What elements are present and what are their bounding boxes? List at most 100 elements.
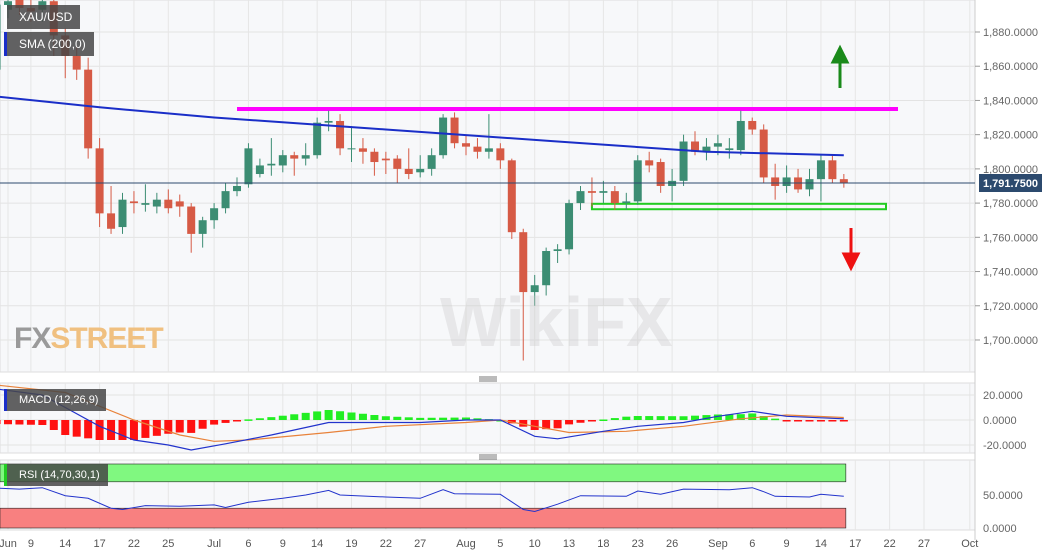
candle — [839, 174, 848, 188]
candle — [816, 155, 825, 202]
sma-label: SMA (200,0) — [4, 32, 94, 56]
candle — [0, 4, 1, 70]
candle-body — [141, 203, 150, 205]
candle-body — [187, 206, 196, 234]
candle-body — [633, 160, 642, 202]
candle-body — [702, 146, 711, 152]
macd-histogram-bar — [725, 414, 734, 420]
candle — [473, 138, 482, 159]
candle — [542, 247, 551, 296]
candle-body — [725, 148, 734, 151]
macd-histogram-bar — [301, 412, 310, 420]
symbol-label: XAU/USD — [4, 5, 81, 29]
macd-tick-label: -20.0000 — [983, 440, 1026, 452]
candle-body — [267, 163, 276, 166]
last-price-tag — [979, 173, 1042, 192]
macd-histogram-bar — [84, 420, 93, 439]
candle-body — [129, 201, 138, 204]
candle-body — [496, 148, 505, 161]
candle-body — [233, 185, 241, 192]
macd-histogram-bar — [255, 418, 264, 420]
candle-body — [622, 201, 631, 204]
date-tick-label: 17 — [849, 538, 861, 550]
candle — [84, 57, 93, 159]
macd-histogram-bar — [393, 416, 402, 420]
candle-body — [576, 191, 585, 204]
rsi-tick-label: 50.0000 — [983, 490, 1023, 502]
rsi-line — [0, 487, 844, 513]
candle-body — [587, 191, 596, 193]
date-tick-label: 13 — [563, 538, 575, 550]
arrow-up-icon — [830, 44, 850, 88]
macd-histogram-bar — [668, 416, 677, 420]
macd-tick-label: 0.0000 — [983, 415, 1017, 427]
macd-histogram-bar — [633, 416, 642, 420]
price-tick-label: 1,840.0000 — [983, 95, 1038, 107]
candle — [622, 192, 631, 210]
date-tick-label: 22 — [380, 538, 392, 550]
candle — [633, 155, 642, 205]
candle-body — [748, 120, 757, 130]
candle-body — [828, 160, 837, 180]
candle-body — [175, 201, 184, 207]
candle — [278, 150, 287, 173]
macd-histogram-bar — [313, 411, 322, 420]
macd-histogram-bar — [38, 420, 47, 425]
macd-histogram-bar — [542, 420, 551, 430]
candle-body — [313, 122, 322, 156]
arrow-down-icon — [841, 228, 861, 272]
macd-histogram-bar — [450, 417, 459, 420]
sma-200-line — [0, 95, 844, 157]
candle-body — [72, 55, 81, 70]
price-tick-label: 1,760.0000 — [983, 232, 1038, 244]
macd-histogram-bar — [427, 417, 436, 420]
candle-body — [439, 117, 448, 156]
date-tick-label: Jun — [0, 538, 17, 550]
date-tick-label: 9 — [28, 538, 34, 550]
macd-histogram-bar — [702, 415, 711, 420]
macd-histogram-bar — [473, 418, 482, 420]
macd-histogram-bar — [816, 420, 825, 422]
macd-line — [0, 388, 844, 451]
candle-body — [565, 203, 574, 250]
candle — [164, 189, 173, 214]
candle — [771, 163, 780, 200]
macd-histogram-bar — [278, 415, 287, 420]
candle-body — [542, 251, 551, 286]
macd-histogram-bar — [164, 420, 173, 434]
candle — [336, 114, 345, 156]
macd-histogram-bar — [221, 420, 230, 423]
candle — [290, 151, 299, 176]
macd-histogram-bar — [610, 418, 619, 420]
macd-histogram-bar — [519, 420, 528, 427]
macd-label: MACD (12,26,9) — [4, 389, 107, 411]
candle — [496, 143, 505, 169]
macd-histogram-bar — [656, 416, 665, 420]
candle-body — [255, 165, 264, 175]
candle — [427, 148, 436, 176]
candle-body — [278, 155, 287, 166]
candle-body — [84, 69, 93, 149]
macd-histogram-bar — [370, 415, 379, 420]
macd-histogram-bar — [49, 420, 58, 430]
date-tick-label: 25 — [162, 538, 174, 550]
candle-body — [679, 141, 688, 181]
price-tick-label: 1,820.0000 — [983, 130, 1038, 142]
candle-body — [691, 141, 699, 152]
candle — [702, 138, 711, 161]
candle-body — [198, 220, 207, 234]
macd-histogram-bar — [645, 416, 654, 420]
candle — [645, 151, 654, 173]
price-tick-label: 1,780.0000 — [983, 198, 1038, 210]
macd-histogram-bar — [587, 420, 596, 422]
macd-histogram-bar — [462, 417, 470, 420]
candle-body — [336, 120, 345, 149]
macd-histogram-bar — [290, 414, 299, 420]
macd-histogram-bar — [347, 412, 356, 420]
candle — [519, 228, 528, 361]
candle — [393, 155, 402, 183]
macd-histogram-bar — [233, 420, 241, 422]
date-tick-label: Sep — [708, 538, 728, 550]
date-tick-label: 22 — [128, 538, 140, 550]
